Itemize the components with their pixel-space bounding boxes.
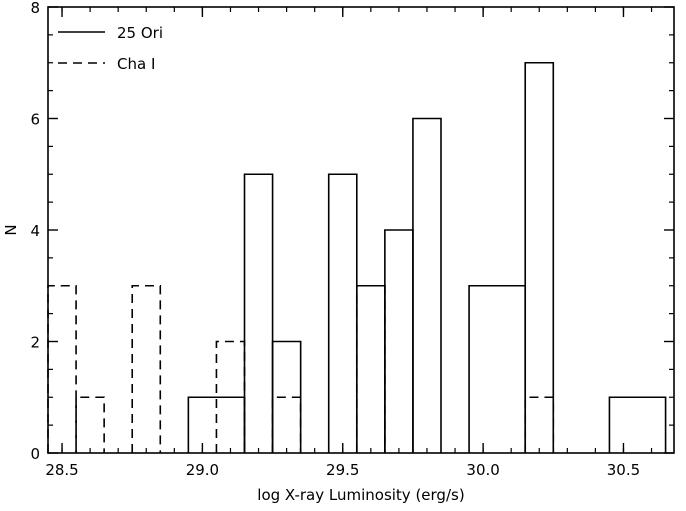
histogram-bin <box>271 396 302 453</box>
plot-frame <box>47 6 675 454</box>
y-axis-label: N <box>2 224 20 235</box>
y-tick-label: 6 <box>30 111 40 129</box>
legend-label-25-ori: 25 Ori <box>117 24 163 42</box>
histogram-bin <box>608 396 667 453</box>
histogram-bin <box>384 229 414 453</box>
x-tick-label: 29.5 <box>326 461 359 479</box>
histogram-bin <box>355 284 386 453</box>
x-tick-label: 29.0 <box>186 461 219 479</box>
y-tick-label: 4 <box>30 222 40 240</box>
x-tick-label: 30.5 <box>607 461 640 479</box>
histogram-bin <box>47 284 77 453</box>
x-axis-label: log X-ray Luminosity (erg/s) <box>257 486 464 504</box>
series-25-ori <box>187 61 667 453</box>
histogram-bin <box>524 61 555 453</box>
histogram-bin <box>131 284 162 453</box>
series-layer <box>47 61 667 453</box>
y-tick-label: 0 <box>30 445 40 463</box>
y-tick-label: 8 <box>30 0 40 17</box>
series-cha-i <box>47 284 555 453</box>
histogram-bin <box>412 117 442 453</box>
histogram-bin <box>215 340 246 453</box>
y-tick-label: 2 <box>30 334 40 352</box>
histogram-bin <box>243 173 274 453</box>
x-tick-label: 28.5 <box>45 461 78 479</box>
histogram-bin <box>75 396 105 453</box>
x-tick-label: 30.0 <box>466 461 499 479</box>
histogram-bin <box>327 173 358 453</box>
histogram-bin <box>355 284 386 453</box>
histogram-bin <box>468 284 527 453</box>
legend: 25 Ori Cha I <box>58 24 163 73</box>
legend-label-cha-i: Cha I <box>117 55 155 73</box>
x-axis: 28.5 29.0 29.5 30.0 30.5 <box>45 7 653 479</box>
histogram-bin <box>524 396 555 453</box>
